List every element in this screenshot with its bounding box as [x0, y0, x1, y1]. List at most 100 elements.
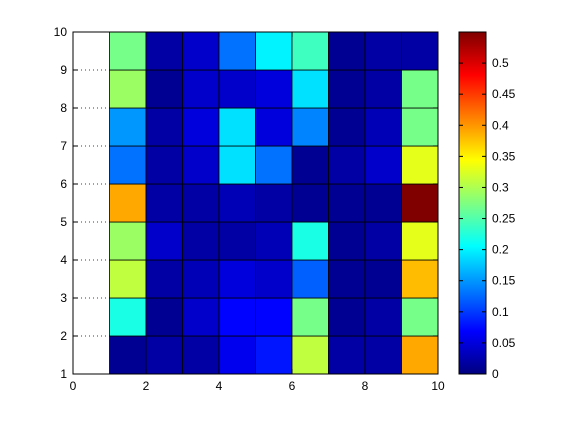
y-tick-label: 8	[60, 101, 67, 115]
heatmap-cell	[218, 221, 256, 261]
x-tick-label: 8	[362, 379, 369, 393]
heatmap-cell	[109, 259, 147, 299]
y-tick-label: 1	[60, 367, 67, 381]
heatmap-cell	[364, 297, 402, 337]
y-tick-label: 3	[60, 291, 67, 305]
x-tick-label: 2	[143, 379, 150, 393]
heatmap-cell	[328, 31, 366, 71]
heatmap-cell	[109, 69, 147, 109]
heatmap-cell	[182, 221, 220, 261]
heatmap-cell	[328, 259, 366, 299]
heatmap-cell	[364, 221, 402, 261]
heatmap-cell	[109, 145, 147, 185]
heatmap-cell	[291, 335, 329, 375]
heatmap-cell	[182, 259, 220, 299]
heatmap-cell	[401, 107, 439, 147]
heatmap-cell	[364, 31, 402, 71]
heatmap-cell	[401, 31, 439, 71]
heatmap-cell	[328, 221, 366, 261]
heatmap-cell	[218, 183, 256, 223]
heatmap-cell	[145, 297, 183, 337]
colorbar-tick-label: 0.3	[492, 180, 509, 194]
heatmap-cell	[328, 335, 366, 375]
heatmap-cell	[291, 183, 329, 223]
axes	[72, 31, 439, 375]
heatmap-cell	[255, 107, 293, 147]
x-tick-label: 6	[289, 379, 296, 393]
y-axis-ticks: 1 2 3 4 5 6 7 8 9 10	[54, 25, 438, 381]
heatmap-cell	[328, 183, 366, 223]
x-tick-label: 0	[70, 379, 77, 393]
heatmap-cell	[255, 259, 293, 299]
heatmap-cell	[401, 221, 439, 261]
heatmap-cell	[328, 145, 366, 185]
heatmap-cell	[364, 183, 402, 223]
heatmap-cell	[218, 69, 256, 109]
heatmap-cell	[291, 107, 329, 147]
heatmap-cell	[255, 221, 293, 261]
y-tick-label: 7	[60, 139, 67, 153]
heatmap-cell	[109, 335, 147, 375]
colorbar-gradient	[458, 31, 487, 375]
heatmap-cell	[109, 107, 147, 147]
heatmap-cell	[145, 183, 183, 223]
heatmap-cell	[291, 145, 329, 185]
heatmap-cell	[218, 297, 256, 337]
colorbar-tick-label: 0.5	[492, 56, 509, 70]
heatmap-cell	[328, 107, 366, 147]
heatmap-cell	[109, 183, 147, 223]
heatmap-cell	[182, 335, 220, 375]
colorbar-tick-label: 0.35	[492, 149, 516, 163]
colorbar-tick-label: 0.1	[492, 305, 509, 319]
y-tick-label: 9	[60, 63, 67, 77]
colorbar-tick-label: 0	[492, 367, 499, 381]
heatmap-cell	[218, 145, 256, 185]
heatmap-cell	[328, 297, 366, 337]
heatmap-cell	[145, 259, 183, 299]
heatmap-cell	[364, 259, 402, 299]
heatmap-cell	[218, 31, 256, 71]
heatmap-cell	[182, 107, 220, 147]
heatmap-cell	[109, 221, 147, 261]
heatmap-cell	[255, 335, 293, 375]
y-tick-label: 2	[60, 329, 67, 343]
heatmap-cell	[255, 183, 293, 223]
heatmap-cell	[401, 69, 439, 109]
heatmap-cell	[255, 69, 293, 109]
heatmap-cell	[145, 221, 183, 261]
heatmap-cell	[182, 69, 220, 109]
colorbar: 0 0.05 0.1 0.15 0.2 0.25 0.3 0.35 0.4 0.45 0.5	[458, 31, 516, 381]
colorbar-tick-label: 0.25	[492, 212, 516, 226]
x-tick-label: 10	[431, 379, 445, 393]
heatmap-cell	[401, 297, 439, 337]
heatmap-cell	[401, 145, 439, 185]
heatmap-cell	[255, 31, 293, 71]
heatmap-cell	[182, 183, 220, 223]
heatmap-cell	[145, 31, 183, 71]
heatmap-cell	[364, 335, 402, 375]
heatmap-cells	[109, 31, 439, 375]
axes-box	[72, 31, 439, 375]
heatmap-cell	[182, 145, 220, 185]
heatmap-cell	[291, 69, 329, 109]
heatmap-cell	[182, 297, 220, 337]
heatmap-cell	[364, 145, 402, 185]
heatmap-cell	[401, 183, 439, 223]
y-tick-label: 6	[60, 177, 67, 191]
heatmap-cell	[145, 335, 183, 375]
heatmap-cell	[145, 107, 183, 147]
x-tick-label: 4	[216, 379, 223, 393]
heatmap-cell	[401, 335, 439, 375]
colorbar-tick-label: 0.2	[492, 243, 509, 257]
heatmap-cell	[109, 297, 147, 337]
heatmap-cell	[364, 69, 402, 109]
y-tick-label: 10	[54, 25, 68, 39]
heatmap-cell	[109, 31, 147, 71]
colorbar-tick-label: 0.4	[492, 118, 509, 132]
x-axis-ticks: 0 2 4 6 8 10	[70, 32, 445, 393]
y-tick-label: 4	[60, 253, 67, 267]
colorbar-tick-label: 0.15	[492, 274, 516, 288]
heatmap-cell	[182, 31, 220, 71]
heatmap-cell	[401, 259, 439, 299]
